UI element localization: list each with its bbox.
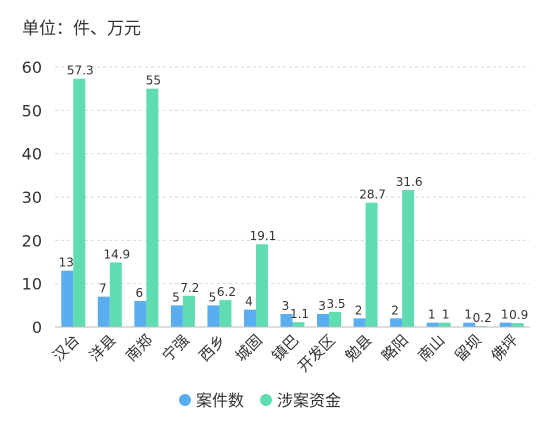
y-tick-label: 20 <box>22 231 42 250</box>
data-label: 55 <box>146 74 161 88</box>
y-tick-label: 30 <box>22 188 42 207</box>
x-tick-label: 佛坪 <box>488 331 522 365</box>
y-tick-label: 10 <box>22 275 42 294</box>
legend-marker-case-count <box>179 394 191 406</box>
data-label: 1 <box>442 308 450 322</box>
x-tick-label: 南郑 <box>122 331 156 365</box>
bar-case-count <box>134 301 147 327</box>
bar-case-count <box>170 305 183 327</box>
data-label: 0.9 <box>509 308 528 322</box>
x-tick-label: 略阳 <box>378 331 412 365</box>
data-label: 7.2 <box>180 281 199 295</box>
legend-marker-amount <box>260 394 272 406</box>
x-tick-label: 洋县 <box>86 331 120 365</box>
x-tick-label: 宁强 <box>159 331 193 365</box>
bar-amount <box>329 311 342 327</box>
data-label: 2 <box>391 303 399 317</box>
y-axis: 0 10 20 30 40 50 60 <box>22 58 42 337</box>
bars <box>61 78 524 328</box>
gridlines <box>55 66 530 285</box>
data-label: 0.2 <box>473 311 492 325</box>
bar-case-count <box>353 318 366 327</box>
y-tick-label: 60 <box>22 58 42 77</box>
y-tick-label: 0 <box>32 318 42 337</box>
bar-case-count <box>390 318 403 327</box>
x-tick-label: 勉县 <box>341 331 375 365</box>
data-label: 2 <box>355 303 363 317</box>
bar-amount <box>402 190 415 327</box>
data-label: 3.5 <box>326 297 345 311</box>
x-tick-label: 留坝 <box>451 331 485 365</box>
y-tick-label: 40 <box>22 145 42 164</box>
data-label: 1.1 <box>290 307 309 321</box>
legend: 案件数 涉案资金 <box>179 391 341 410</box>
y-tick-label: 50 <box>22 101 42 120</box>
bar-case-count <box>207 305 220 327</box>
bar-case-count <box>280 314 293 327</box>
bar-case-count <box>243 309 256 327</box>
data-label: 4 <box>245 295 253 309</box>
data-label: 14.9 <box>103 247 130 261</box>
data-label: 6.2 <box>217 285 236 299</box>
bar-case-count <box>97 296 110 327</box>
bar-amount <box>219 300 232 327</box>
x-tick-label: 西乡 <box>195 331 229 365</box>
bar-case-count <box>426 322 439 327</box>
data-label: 19.1 <box>250 229 277 243</box>
data-label: 1 <box>464 308 472 322</box>
data-label: 6 <box>136 286 144 300</box>
bar-amount <box>438 322 451 327</box>
bar-amount <box>182 295 195 327</box>
bar-case-count <box>499 322 512 327</box>
bar-amount <box>73 78 86 327</box>
x-tick-label: 城固 <box>232 331 266 365</box>
bar-amount <box>109 262 122 327</box>
bar-case-count <box>317 314 330 327</box>
data-label: 1 <box>501 308 509 322</box>
bar-amount <box>292 322 305 327</box>
bar-amount <box>146 88 159 328</box>
data-label: 1 <box>428 308 436 322</box>
bar-amount <box>511 323 524 327</box>
legend-label: 案件数 <box>196 391 244 410</box>
data-label: 13 <box>59 256 74 270</box>
x-tick-label: 汉台 <box>49 331 83 365</box>
x-tick-label: 开发区 <box>294 331 339 376</box>
data-label: 3 <box>282 299 290 313</box>
bar-amount <box>255 244 268 327</box>
bar-case-count <box>61 270 74 327</box>
bar-amount <box>365 202 378 327</box>
data-label: 7 <box>99 282 107 296</box>
unit-label: 单位：件、万元 <box>22 19 141 39</box>
x-tick-label: 南山 <box>415 331 449 365</box>
data-label: 5 <box>172 290 180 304</box>
data-label: 5 <box>209 290 217 304</box>
legend-label: 涉案资金 <box>277 391 341 410</box>
data-label: 3 <box>318 299 326 313</box>
data-label: 31.6 <box>396 175 423 189</box>
data-label: 57.3 <box>67 64 94 78</box>
data-label: 28.7 <box>359 188 386 202</box>
bar-case-count <box>463 322 476 327</box>
